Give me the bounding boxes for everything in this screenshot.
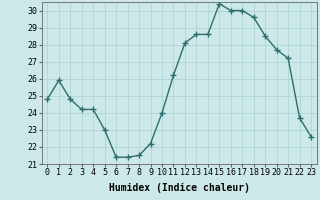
X-axis label: Humidex (Indice chaleur): Humidex (Indice chaleur)	[109, 183, 250, 193]
